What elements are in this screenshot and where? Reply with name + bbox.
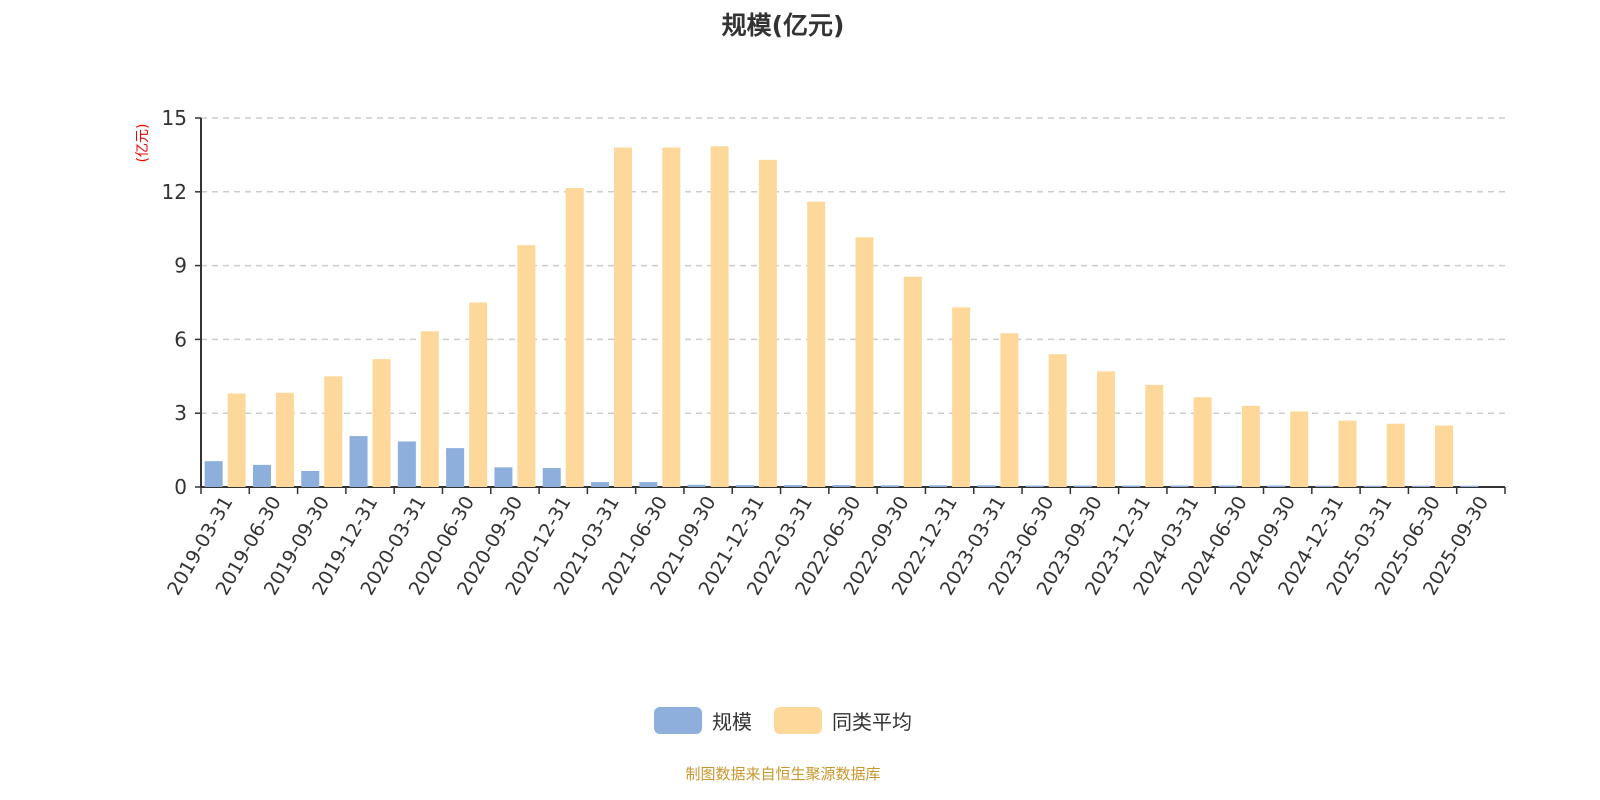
y-tick-label: 0 — [174, 475, 187, 499]
bar-peer-average — [565, 188, 584, 488]
bar-scale — [929, 485, 948, 487]
bar-peer-average — [275, 392, 294, 487]
bar-peer-average — [469, 302, 488, 487]
bar-scale — [735, 485, 754, 487]
bar-scale — [349, 436, 368, 487]
bar-peer-average — [1048, 354, 1067, 487]
bar-scale — [1412, 485, 1431, 487]
bar-scale — [252, 464, 271, 487]
bar-peer-average — [1096, 371, 1115, 487]
bar-scale — [977, 485, 996, 487]
bar-peer-average — [758, 159, 777, 487]
bar-scale — [591, 482, 610, 487]
bar-scale — [880, 485, 899, 487]
bar-peer-average — [710, 146, 729, 488]
bar-peer-average — [662, 147, 681, 487]
bar-peer-average — [1241, 405, 1260, 487]
legend-label: 同类平均 — [832, 710, 912, 734]
bar-scale — [494, 467, 513, 487]
legend-item-scale[interactable]: 规模 — [654, 706, 752, 735]
bar-scale — [204, 461, 223, 487]
y-tick-label: 6 — [174, 327, 187, 351]
y-tick-label: 12 — [162, 180, 187, 204]
legend-label: 规模 — [712, 710, 752, 734]
legend-swatch-peer-average — [774, 707, 822, 734]
bar-peer-average — [324, 376, 343, 487]
bar-peer-average — [1386, 423, 1405, 487]
bar-peer-average — [952, 307, 971, 487]
y-axis-label: (亿元) — [135, 124, 151, 163]
data-source-note: 制图数据来自恒生聚源数据库 — [685, 765, 881, 783]
legend: 规模 同类平均 — [0, 706, 1566, 735]
bar-peer-average — [227, 393, 246, 487]
bar-scale — [687, 484, 706, 487]
bar-peer-average — [1000, 333, 1019, 487]
legend-swatch-scale — [654, 707, 702, 734]
bar-scale — [542, 468, 561, 487]
bar-peer-average — [1435, 425, 1454, 487]
bar-peer-average — [372, 359, 391, 487]
bar-scale — [1073, 485, 1092, 487]
bar-scale — [784, 485, 803, 487]
bar-scale — [832, 485, 851, 487]
chart-title: 规模(亿元) — [721, 11, 845, 40]
bar-chart: 03691215(亿元)2019-03-312019-06-302019-09-… — [135, 106, 1506, 599]
bar-peer-average — [1145, 384, 1164, 487]
bar-peer-average — [1193, 397, 1212, 487]
bar-scale — [1315, 485, 1334, 487]
bar-peer-average — [1290, 411, 1309, 487]
legend-item-peer-average[interactable]: 同类平均 — [774, 706, 912, 735]
y-tick-label: 3 — [174, 401, 187, 425]
bar-peer-average — [1338, 420, 1357, 487]
bar-scale — [1122, 485, 1141, 487]
bar-peer-average — [420, 331, 439, 487]
bar-scale — [397, 441, 416, 487]
bar-scale — [1267, 485, 1286, 487]
bar-scale — [639, 482, 658, 487]
bar-peer-average — [807, 201, 826, 487]
bar-scale — [1218, 485, 1237, 487]
bar-peer-average — [855, 237, 874, 487]
bar-scale — [1170, 485, 1189, 487]
y-tick-label: 15 — [162, 106, 187, 130]
bar-scale — [1025, 485, 1044, 487]
bar-scale — [301, 471, 320, 487]
bar-scale — [446, 448, 465, 487]
bar-peer-average — [903, 276, 922, 487]
bar-peer-average — [614, 147, 633, 487]
y-tick-label: 9 — [174, 254, 187, 278]
bar-scale — [1460, 485, 1479, 487]
bar-peer-average — [517, 245, 536, 487]
bar-scale — [1363, 485, 1382, 487]
